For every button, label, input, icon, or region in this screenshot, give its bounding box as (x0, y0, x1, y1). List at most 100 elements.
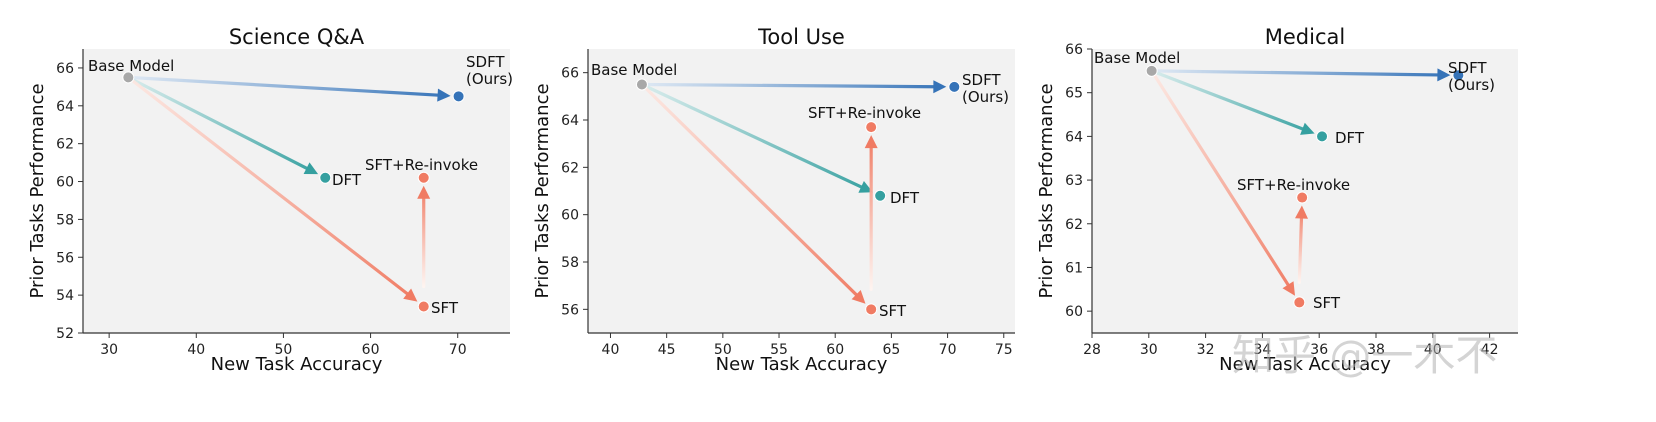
chart-title: Tool Use (757, 25, 845, 49)
reinvoke-arrowhead (864, 135, 878, 149)
sft-label: SFT (431, 299, 459, 317)
sdft-label-sub: (Ours) (466, 70, 513, 88)
reinvoke-label: SFT+Re-invoke (365, 156, 478, 174)
sdft-label: SDFT (962, 71, 1001, 89)
x-axis-label: New Task Accuracy (1219, 354, 1391, 375)
reinvoke-label: SFT+Re-invoke (1237, 176, 1350, 194)
sft-point (1293, 296, 1306, 309)
y-tick-label: 65 (1065, 86, 1083, 102)
dft-arrowhead (858, 181, 873, 193)
sdft-arrowhead (437, 88, 451, 102)
reinvoke-point (1296, 191, 1309, 204)
x-tick-label: 70 (449, 342, 467, 358)
chart-panel-3: 28 30 32 34 36 38 40 42 60 61 62 63 64 65 66 Medical New… (1036, 25, 1518, 375)
reinvoke-point (865, 121, 878, 134)
y-tick-label: 56 (56, 250, 74, 266)
sdft-arrow (1150, 69, 1440, 77)
y-tick-label: 66 (56, 61, 74, 77)
y-tick-label: 62 (56, 137, 74, 153)
dft-arrow (1150, 69, 1305, 131)
y-tick-label: 58 (56, 212, 74, 228)
sft-arrowhead (1282, 281, 1295, 296)
plot-area (588, 49, 1015, 333)
chart-title: Medical (1265, 25, 1345, 49)
plot-area (1092, 49, 1518, 333)
x-tick-label: 55 (770, 342, 788, 358)
sdft-point (452, 90, 465, 103)
x-tick-label: 45 (658, 342, 676, 358)
dft-arrowhead (303, 162, 319, 175)
reinvoke-arrowhead (1295, 205, 1308, 219)
chart-panel-1: 30 40 50 60 70 52 54 56 58 60 62 64 66 Science Q&A New… (27, 25, 513, 375)
y-tick-label: 66 (1065, 42, 1083, 58)
sdft-label: SDFT (466, 53, 505, 71)
dft-label: DFT (890, 189, 920, 207)
x-tick-label: 42 (1481, 342, 1499, 358)
x-tick-label: 40 (602, 342, 620, 358)
chart-panel-2: 40 45 50 55 60 65 70 75 56 58 60 62 64 66 Tool Use New … (532, 25, 1015, 375)
x-tick-label: 40 (1424, 342, 1442, 358)
sdft-label-sub: (Ours) (962, 88, 1009, 106)
dft-label: DFT (1335, 129, 1365, 147)
y-tick-label: 66 (561, 66, 579, 82)
chart-panels: 30 40 50 60 70 52 54 56 58 60 62 64 66 Science Q&A New… (27, 25, 1518, 375)
y-tick-label: 63 (1065, 173, 1083, 189)
y-tick-label: 64 (56, 99, 74, 115)
sdft-arrow (126, 75, 441, 97)
dft-point (319, 171, 332, 184)
sdft-arrow (640, 82, 936, 89)
y-tick-label: 56 (561, 302, 579, 318)
x-tick-label: 32 (1197, 342, 1215, 358)
base-point (1145, 64, 1158, 77)
y-tick-label: 54 (56, 288, 74, 304)
sdft-label-sub: (Ours) (1448, 76, 1495, 94)
sft-point (865, 303, 878, 316)
y-axis-label: Prior Tasks Performance (532, 83, 553, 298)
reinvoke-label: SFT+Re-invoke (808, 104, 921, 122)
x-tick-label: 75 (995, 342, 1013, 358)
y-tick-label: 58 (561, 255, 579, 271)
reinvoke-point (417, 171, 430, 184)
sdft-arrowhead (933, 80, 947, 94)
x-tick-label: 50 (714, 342, 732, 358)
y-tick-label: 60 (1065, 304, 1083, 320)
base-point (635, 78, 648, 91)
dft-label: DFT (332, 171, 362, 189)
dft-arrowhead (1300, 122, 1315, 135)
reinvoke-arrow (1297, 215, 1304, 285)
x-tick-label: 36 (1310, 342, 1328, 358)
x-tick-label: 65 (882, 342, 900, 358)
y-tick-label: 62 (1065, 217, 1083, 233)
dft-arrow (640, 82, 864, 189)
sft-point (417, 300, 430, 313)
x-tick-label: 30 (100, 342, 118, 358)
y-tick-label: 60 (56, 175, 74, 191)
y-tick-label: 62 (561, 160, 579, 176)
base-point (122, 71, 135, 84)
base-label: Base Model (591, 61, 677, 79)
x-tick-label: 40 (187, 342, 205, 358)
sdft-arrowhead (1437, 68, 1451, 82)
x-tick-label: 70 (939, 342, 957, 358)
sft-arrow (1150, 69, 1291, 288)
sft-arrowhead (851, 290, 866, 304)
x-tick-label: 60 (362, 342, 380, 358)
sdft-point (1452, 69, 1465, 82)
y-axis-label: Prior Tasks Performance (1036, 83, 1057, 298)
y-tick-label: 64 (561, 113, 579, 129)
x-tick-label: 50 (275, 342, 293, 358)
x-tick-label: 34 (1253, 342, 1271, 358)
dft-point (874, 189, 887, 202)
y-tick-label: 52 (56, 326, 74, 342)
sdft-label: SDFT (1448, 59, 1487, 77)
x-tick-label: 38 (1367, 342, 1385, 358)
sft-label: SFT (879, 302, 907, 320)
sdft-point (948, 80, 961, 93)
sft-arrowhead (403, 288, 418, 302)
sft-arrow (640, 82, 859, 297)
dft-arrow (126, 75, 310, 171)
y-axis-label: Prior Tasks Performance (27, 83, 48, 298)
y-tick-label: 64 (1065, 129, 1083, 145)
x-tick-label: 60 (826, 342, 844, 358)
